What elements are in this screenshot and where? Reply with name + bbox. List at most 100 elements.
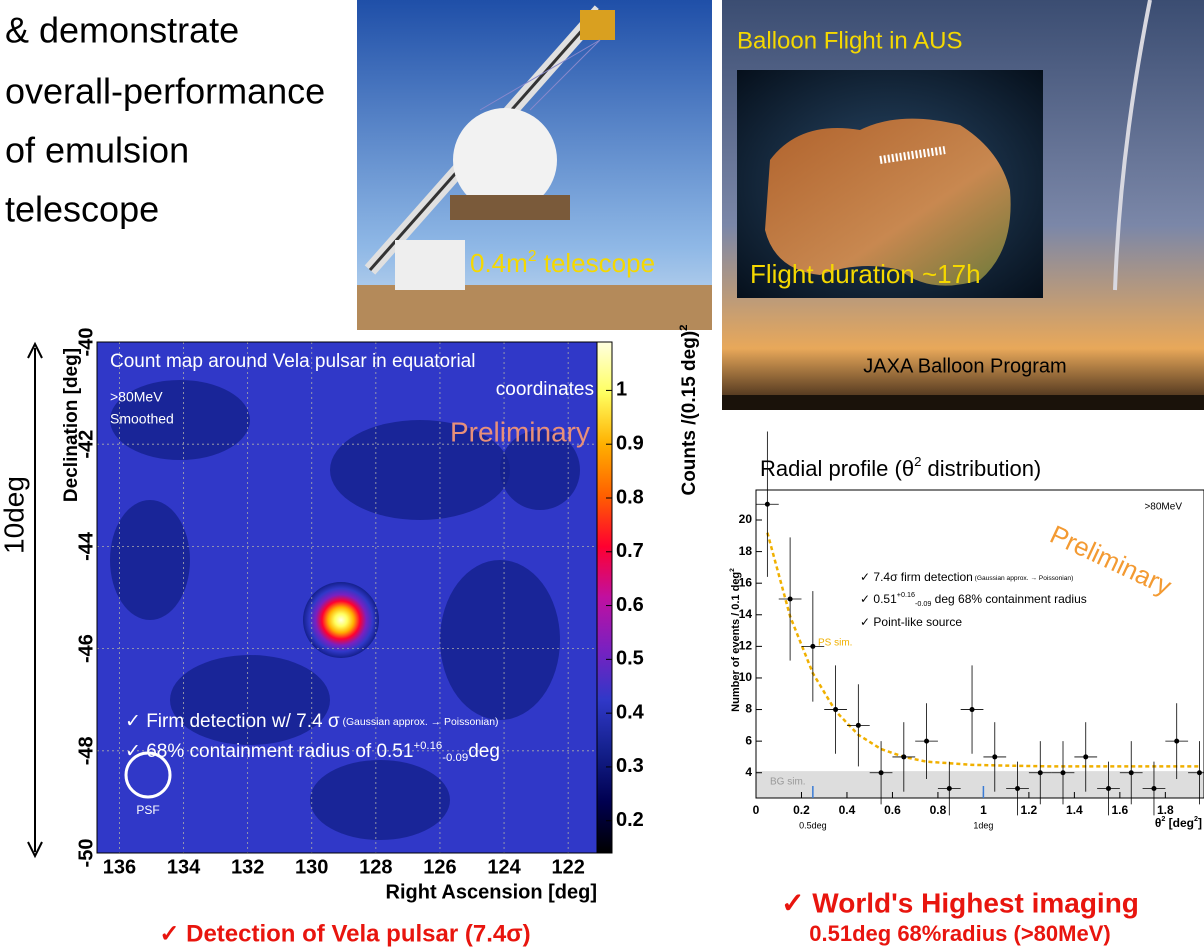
- count-map: 136134132130128126124122-40-42-44-46-48-…: [61, 324, 700, 903]
- data-point: [1061, 770, 1066, 775]
- y-tick-label: -50: [75, 839, 97, 868]
- watermark: Preliminary: [450, 416, 590, 447]
- bg-band: [756, 771, 1204, 798]
- text-part: Number of events / 0.1 deg: [730, 572, 742, 712]
- intro-line: of emulsion: [5, 130, 189, 171]
- x-tick-label: 1.2: [1021, 803, 1038, 817]
- y-tick-label: 20: [739, 512, 753, 526]
- text-part: deg 68% containment radius: [931, 592, 1086, 606]
- colorbar-label: Counts /(0.15 deg)2: [678, 324, 700, 495]
- x-axis-label: θ2 [deg2]: [1155, 814, 1202, 830]
- source-blob: [303, 582, 379, 658]
- data-point: [1129, 770, 1134, 775]
- bg-label: BG sim.: [770, 777, 806, 788]
- data-point: [901, 754, 906, 759]
- text-part: ]: [1198, 816, 1202, 830]
- dark-patch: [440, 560, 560, 720]
- text-part: +0.16: [897, 590, 915, 599]
- note: ✓ Point-like source: [860, 615, 962, 629]
- y-tick-label: 4: [745, 765, 752, 779]
- text-part: 0.4m: [470, 248, 528, 278]
- watermark: Preliminary: [1046, 519, 1177, 601]
- energy-label: >80MeV: [1144, 502, 1182, 513]
- scale-arrow: [28, 344, 42, 856]
- colorbar-tick-label: 0.7: [616, 540, 644, 562]
- data-point: [879, 770, 884, 775]
- x-tick-label: 124: [487, 856, 521, 878]
- x-axis-label: Right Ascension [deg]: [386, 881, 597, 903]
- text-part: ✓ 0.51: [860, 592, 897, 606]
- intro-line: overall-performance: [5, 71, 325, 112]
- data-point: [1083, 754, 1088, 759]
- text-part: (Gaussian approx. → Poissonian): [973, 575, 1073, 582]
- text-part: -0.09: [442, 752, 468, 764]
- map-title: Count map around Vela pulsar in equatori…: [110, 351, 475, 372]
- colorbar: [597, 342, 612, 853]
- slide: 136134132130128126124122-40-42-44-46-48-…: [0, 0, 1204, 951]
- y-axis-label: Number of events / 0.1 deg2: [729, 568, 742, 712]
- data-point: [856, 723, 861, 728]
- colorbar-tick-label: 0.4: [616, 701, 645, 723]
- text-part: 2: [914, 454, 921, 469]
- colorbar-tick-label: 0.3: [616, 755, 644, 777]
- x-tick-label: 0.6: [884, 803, 901, 817]
- data-point: [1174, 739, 1179, 744]
- x-tick-label: 0.2: [793, 803, 810, 817]
- flight-duration: Flight duration ~17h: [750, 259, 981, 289]
- y-axis-label: Declination [deg]: [61, 348, 82, 502]
- annotation: 0.5deg: [799, 820, 827, 830]
- x-tick-label: 1: [980, 803, 987, 817]
- colorbar-tick-label: 0.8: [616, 486, 644, 508]
- x-tick-label: 136: [103, 856, 136, 878]
- x-tick-label: 0.8: [930, 803, 947, 817]
- caption: 0.51deg 68%radius (>80MeV): [809, 921, 1110, 946]
- text-part: deg: [468, 741, 500, 762]
- x-tick-label: 1.4: [1066, 803, 1083, 817]
- data-point: [992, 754, 997, 759]
- intro-line: & demonstrate: [5, 10, 239, 51]
- chart-title: Radial profile (θ2 distribution): [760, 454, 1041, 481]
- data-point: [1106, 786, 1111, 791]
- psf-label: PSF: [136, 803, 159, 817]
- text-part: Counts /(0.15 deg): [679, 331, 700, 496]
- colorbar-tick-label: 0.9: [616, 432, 644, 454]
- text-part: ✓ Point-like source: [860, 615, 962, 629]
- balloon-title: Balloon Flight in AUS: [737, 27, 962, 54]
- colorbar-tick-label: 0.6: [616, 594, 644, 616]
- x-tick-label: 0.4: [839, 803, 856, 817]
- y-tick-label: 18: [739, 544, 753, 558]
- note: ✓ 0.51+0.16-0.09 deg 68% containment rad…: [860, 590, 1087, 608]
- data-point: [833, 707, 838, 712]
- text-part: (Gaussian approx. → Poissonian): [340, 717, 499, 728]
- x-tick-label: 1.6: [1112, 803, 1129, 817]
- x-tick-label: 128: [359, 856, 392, 878]
- colorbar-tick-label: 0.5: [616, 648, 644, 670]
- telescope-caption: 0.4m2 telescope: [470, 248, 655, 278]
- x-tick-label: 1.8: [1157, 803, 1174, 817]
- text-part: 2: [678, 324, 690, 330]
- colorbar-tick-label: 0.2: [616, 809, 644, 831]
- text-part: distribution): [921, 456, 1041, 481]
- dark-patch: [110, 500, 190, 620]
- energy-label: >80MeV: [110, 389, 163, 405]
- annotation: 1deg: [973, 820, 993, 830]
- data-point: [1038, 770, 1043, 775]
- x-tick-label: 130: [295, 856, 328, 878]
- y-tick-label: -48: [75, 736, 97, 765]
- colorbar-tick-label: 1: [616, 379, 627, 401]
- scale-label: 10deg: [0, 476, 29, 554]
- text-part: ✓ 68% containment radius of 0.51: [125, 741, 413, 762]
- caption: ✓ Detection of Vela pulsar (7.4σ): [159, 920, 530, 947]
- data-point: [765, 502, 770, 507]
- text-part: telescope: [537, 248, 656, 278]
- caption: ✓ World's Highest imaging: [781, 887, 1139, 918]
- y-tick-label: -46: [75, 634, 97, 663]
- dark-patch: [310, 760, 450, 840]
- x-tick-label: 0: [753, 803, 760, 817]
- y-tick-label: 6: [745, 733, 752, 747]
- x-tick-label: 126: [423, 856, 456, 878]
- data-point: [810, 644, 815, 649]
- text-part: 2: [528, 248, 537, 265]
- data-point: [924, 739, 929, 744]
